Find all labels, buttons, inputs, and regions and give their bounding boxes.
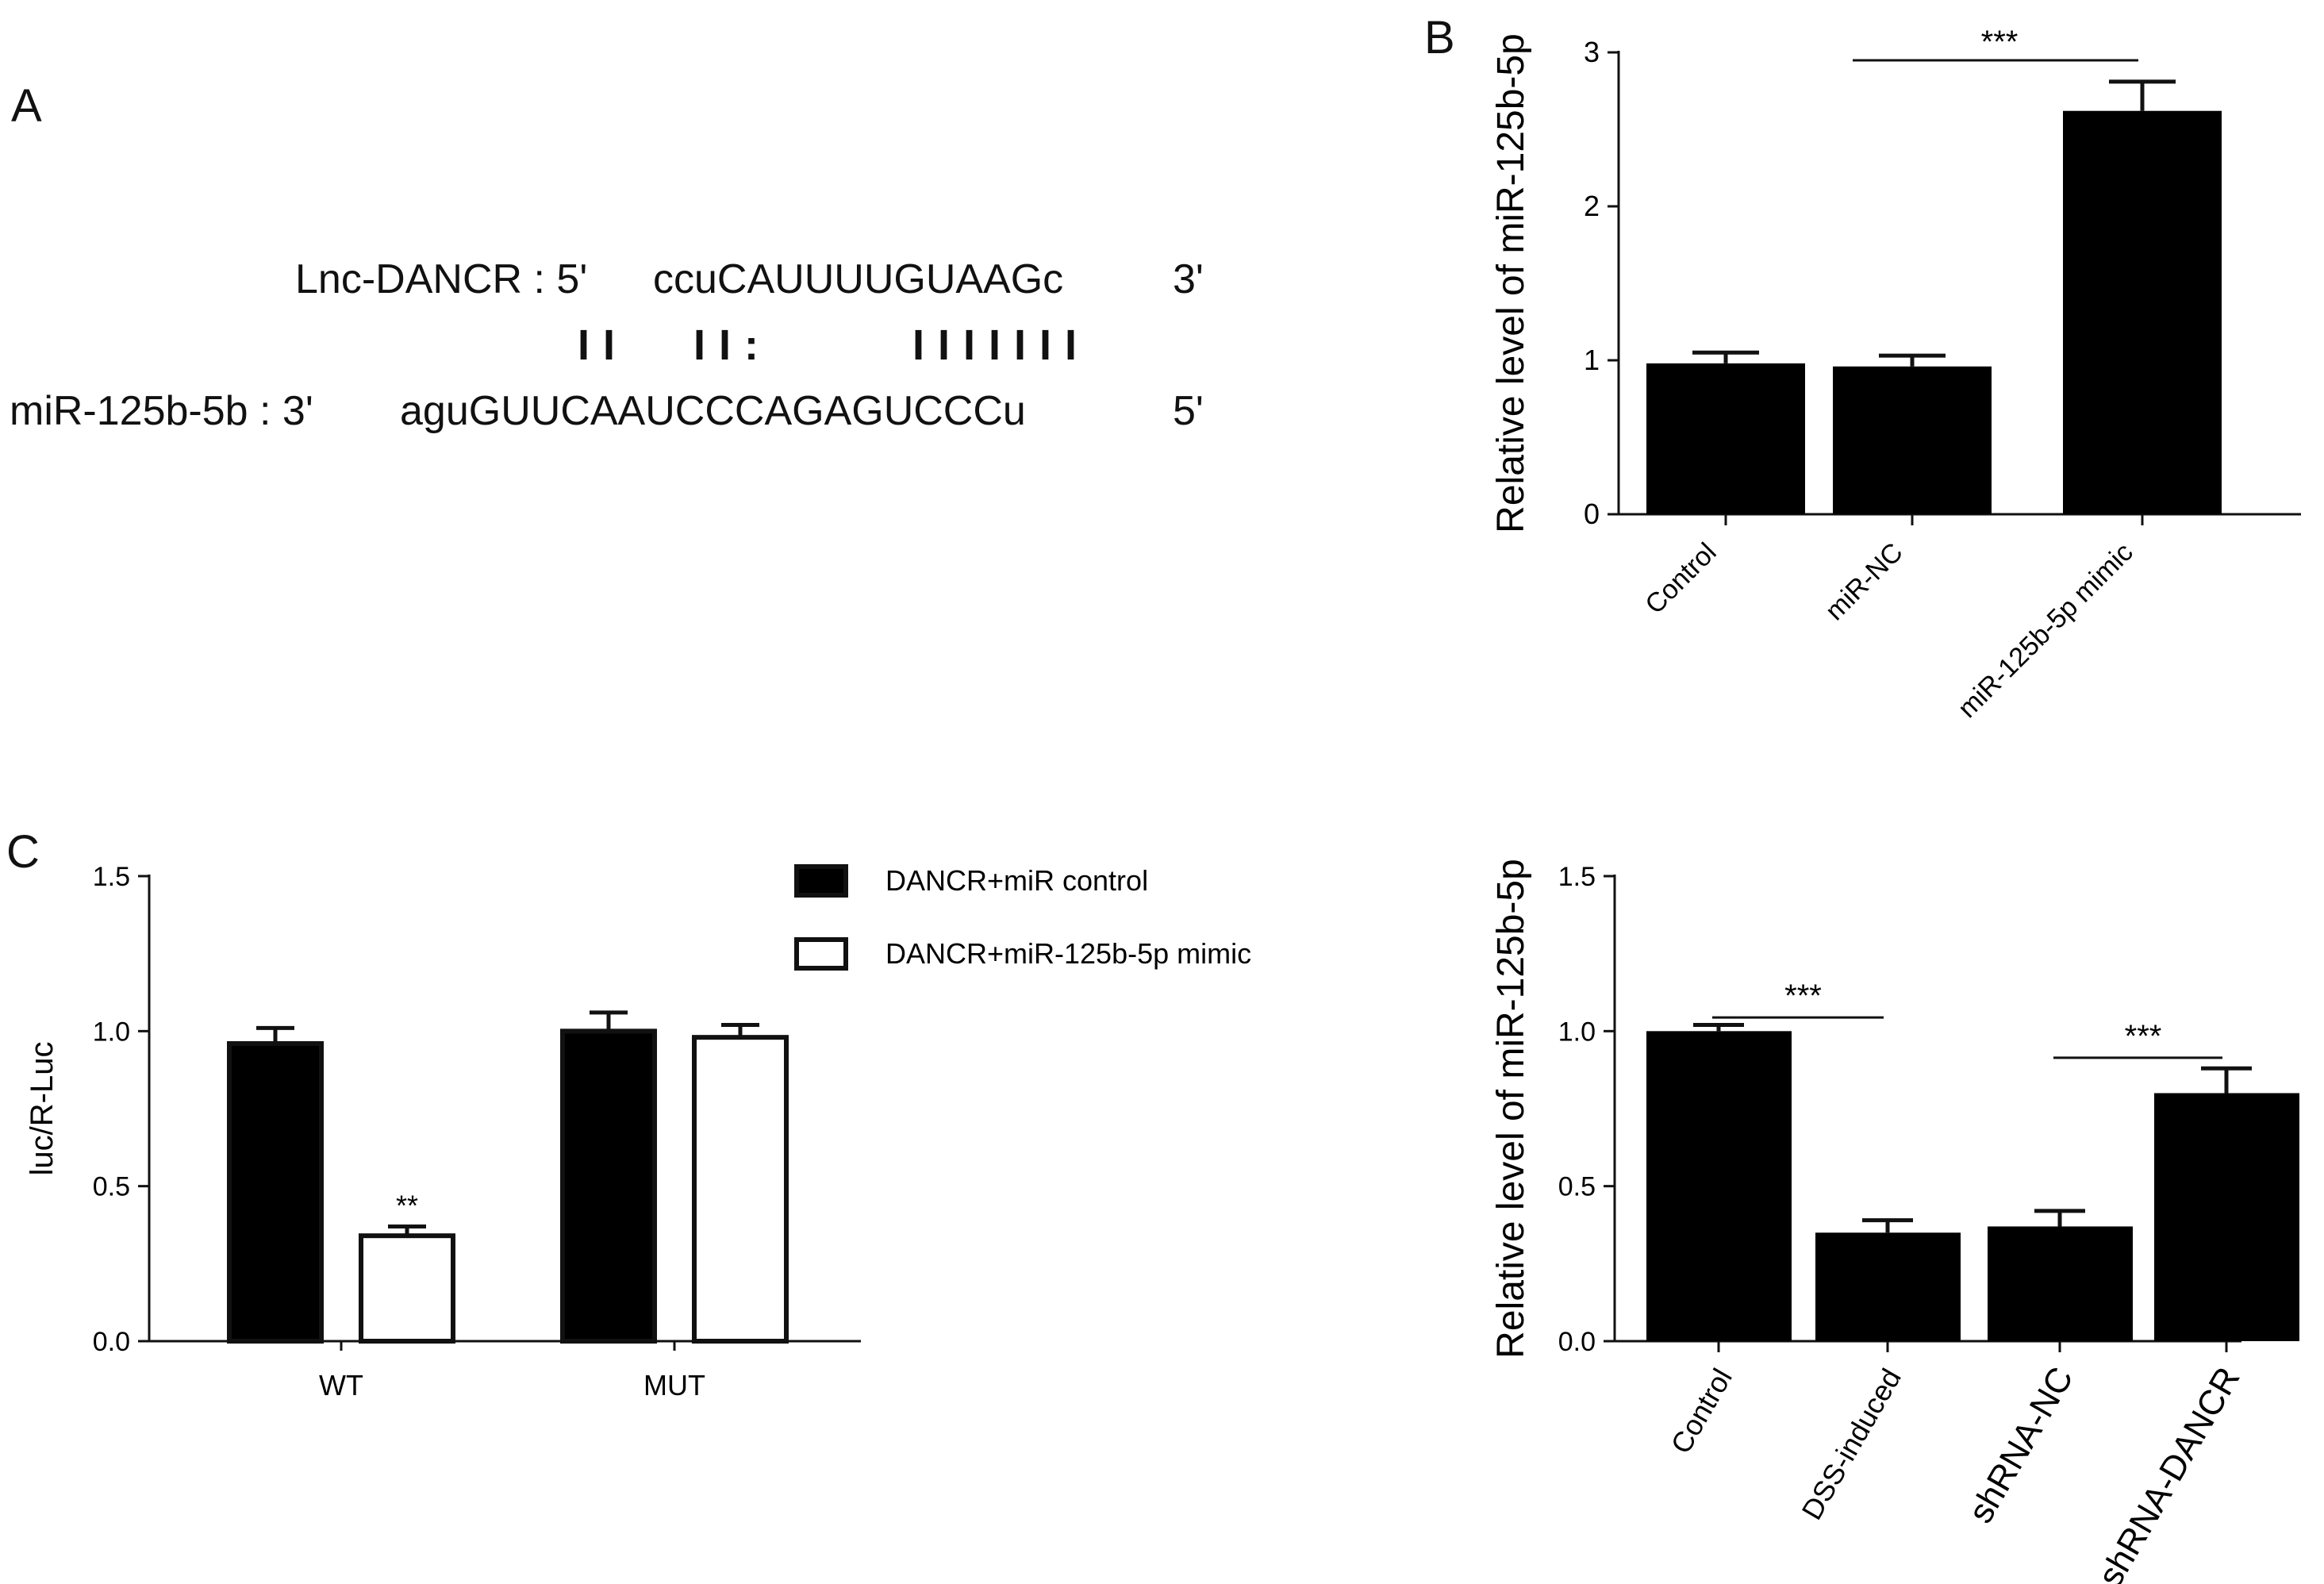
y-tick-label: 1.5 [93,862,130,892]
panel-label-c: C [6,826,40,878]
x-tick-label: Control [1664,1363,1738,1459]
y-tick-label: 1.0 [93,1017,130,1047]
x-tick-label: WT [319,1369,363,1401]
base-pair-marks-1: I I [578,321,617,369]
y-tick-label: 0.5 [93,1172,130,1202]
x-tick-label: MUT [643,1369,705,1401]
bar-control [1646,363,1805,514]
lnc-dancr-end: 3' [1173,256,1204,302]
bar-mir-nc [1833,366,1992,514]
y-axis-label: luc/R-Luc [25,1042,60,1176]
bar-dss-induced [1815,1232,1961,1341]
significance-label: *** [2125,1019,2162,1054]
legend-label-1: DANCR+miR control [885,864,1148,897]
bar-mut-series-1 [560,1028,657,1344]
lnc-dancr-sequence: ccuCAUUUUGUAAGc [653,256,1064,302]
legend-swatch-1 [794,864,848,898]
x-tick-label: DSS-induced [1795,1363,1907,1525]
y-axis-label: Relative level of miR-125b-5p [1490,33,1532,533]
significance-label: ** [396,1189,418,1221]
mir-125b-end: 5' [1173,388,1204,434]
base-pair-marks-3: I I I I I I I [912,321,1078,369]
bar-control [1646,1031,1792,1341]
y-tick-label: 0.0 [1558,1327,1596,1357]
legend-label-2: DANCR+miR-125b-5p mimic [885,937,1251,970]
y-tick-label: 0.5 [1558,1172,1596,1202]
y-axis-label: Relative level of miR-125b-5p [1490,859,1532,1359]
bar-wt-series-1 [227,1040,324,1344]
y-tick-label: 1 [1584,344,1600,376]
y-tick-label: 3 [1584,36,1600,68]
base-pair-marks-2: I I : [693,321,759,369]
bar-mir-125b-5p-mimic [2063,110,2222,514]
panel-label-a: A [11,80,42,132]
significance-label: *** [1981,25,2019,60]
bar-shrna-dancr [2154,1093,2299,1341]
legend-swatch-2 [794,937,848,971]
mir-125b-label: miR-125b-5b : 3' [10,388,313,434]
bar-shrna-nc [1988,1226,2133,1341]
panel-label-b: B [1424,12,1455,63]
y-tick-label: 1.5 [1558,862,1596,892]
lnc-dancr-label: Lnc-DANCR : 5' [295,256,588,302]
y-tick-label: 0 [1584,498,1600,530]
bar-wt-series-2 [359,1233,455,1344]
mir-125b-sequence: aguGUUCAAUCCCAGAGUCCCu [400,388,1026,434]
bar-mut-series-2 [692,1035,789,1344]
x-tick-label: shRNA-DANCR [2091,1361,2248,1584]
x-tick-label: shRNA-NC [1961,1361,2080,1530]
y-tick-label: 1.0 [1558,1017,1596,1047]
significance-label: *** [1784,978,1822,1013]
y-tick-label: 0.0 [93,1327,130,1357]
y-tick-label: 2 [1584,190,1600,222]
